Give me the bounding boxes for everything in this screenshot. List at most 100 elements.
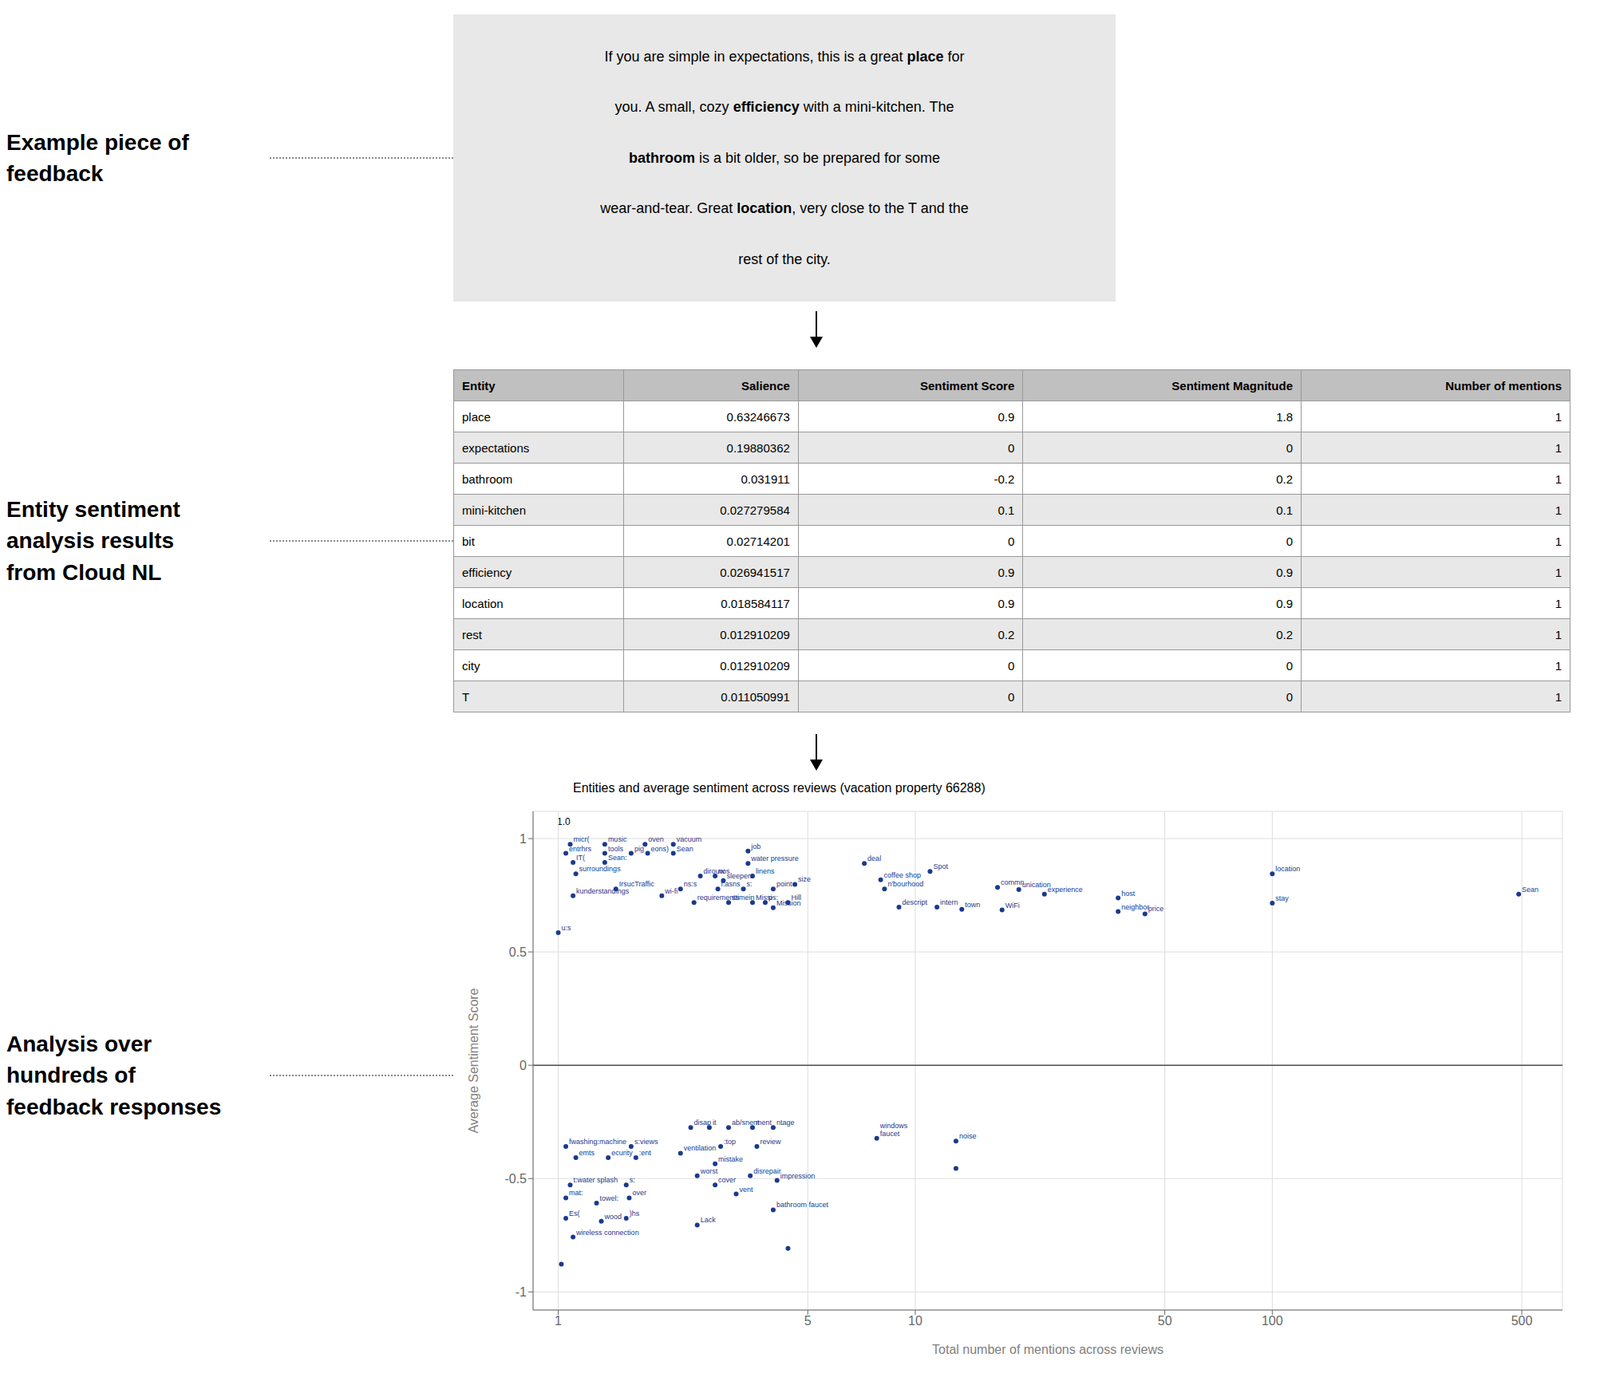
svg-text:wi-fi: wi-fi (663, 887, 678, 896)
svg-text:500: 500 (1511, 1314, 1533, 1328)
svg-text:experience: experience (1047, 885, 1083, 894)
svg-text:music: music (608, 835, 628, 844)
svg-text:Total number of mentions acros: Total number of mentions across reviews (932, 1343, 1164, 1357)
svg-text:fwashing:machine: fwashing:machine (568, 1137, 627, 1146)
svg-text:wireless connection: wireless connection (575, 1228, 640, 1237)
svg-text:s:: s: (746, 880, 753, 889)
svg-text:worst: worst (699, 1167, 719, 1176)
html-text:Example piece of feedback: Example piece of feedback (6, 129, 189, 186)
html-text:If you are simple in expectati: If you are simple in expectations, this … (604, 48, 965, 65)
svg-text:Spot: Spot (932, 862, 949, 871)
svg-text:Sean: Sean (1521, 885, 1539, 894)
svg-text:commn: commn (1000, 878, 1025, 887)
svg-text:descript: descript (901, 898, 928, 907)
svg-text:impression: impression (780, 1172, 816, 1181)
html-text:wear-and-tear. Great location,: wear-and-tear. Great location, very clos… (600, 200, 969, 217)
svg-text:emts: emts (579, 1149, 596, 1158)
svg-text:ntage: ntage (776, 1118, 795, 1127)
html-text:you. A small, cozy efficiency: you. A small, cozy efficiency with a min… (614, 98, 954, 115)
html-text:Number of mentions: Number of mentions (1445, 378, 1562, 393)
html-text:Sentiment Magnitude: Sentiment Magnitude (1171, 378, 1293, 393)
svg-text:100: 100 (1261, 1314, 1284, 1328)
svg-text:ns:s: ns:s (683, 880, 698, 889)
svg-text:ecurity: ecurity (611, 1149, 633, 1158)
html-text:Entity sentiment analysis resu: Entity sentiment analysis results from C… (6, 497, 181, 585)
svg-text:mat:: mat: (568, 1189, 584, 1198)
svg-text:job: job (750, 842, 761, 851)
svg-text:location: location (1275, 865, 1300, 874)
svg-text:pig: pig (634, 845, 644, 854)
svg-text:10: 10 (908, 1314, 923, 1328)
svg-text:over: over (632, 1189, 647, 1198)
svg-text:host: host (1121, 889, 1136, 898)
svg-text:size: size (798, 875, 811, 884)
html-text:Analysis over hundreds of feed: Analysis over hundreds of feedback respo… (6, 1031, 222, 1120)
html-text:rest of the city.: rest of the city. (738, 250, 831, 267)
html-text:Sentiment Score: Sentiment Score (920, 378, 1015, 393)
svg-text:it: it (712, 1118, 717, 1127)
svg-text:stimein: stimein (731, 893, 755, 902)
svg-text:Average Sentiment Score: Average Sentiment Score (466, 987, 481, 1134)
svg-text:f:asns: f:asns (721, 880, 742, 889)
svg-text:Lack: Lack (700, 1216, 717, 1225)
svg-text:surroundings: surroundings (579, 865, 622, 874)
svg-text:linens: linens (755, 867, 775, 876)
svg-text:u:s: u:s (561, 924, 573, 933)
svg-text:unication: unication (1022, 880, 1051, 889)
svg-text:neighbor: neighbor (1121, 903, 1150, 912)
svg-text:5: 5 (804, 1314, 812, 1328)
svg-text::ent: :ent (639, 1149, 652, 1158)
svg-text:towel:: towel: (600, 1194, 620, 1203)
svg-text:s:: s: (629, 1176, 636, 1185)
html-text:bathroom is a bit older, so be: bathroom is a bit older, so be prepared … (628, 149, 941, 166)
svg-text:IT(: IT( (576, 853, 585, 862)
svg-text:s:views: s:views (634, 1137, 659, 1146)
svg-text:ventilation: ventilation (683, 1144, 717, 1153)
html-text:place: place (462, 409, 491, 424)
svg-text:ment: ment (755, 1118, 773, 1127)
svg-text:Es(: Es( (568, 1209, 581, 1218)
svg-text:-1: -1 (515, 1285, 527, 1300)
svg-text:Sean:: Sean: (608, 853, 628, 862)
svg-text:sleepers: sleepers (726, 872, 755, 881)
svg-text:disrepair: disrepair (753, 1167, 782, 1176)
svg-text:50: 50 (1157, 1314, 1173, 1328)
svg-text:mistake: mistake (718, 1155, 743, 1164)
svg-text:water pressure: water pressure (750, 854, 799, 863)
svg-text:bathroom faucet: bathroom faucet (776, 1200, 830, 1209)
svg-text:)hs: )hs (629, 1209, 640, 1218)
svg-text:1: 1 (519, 832, 527, 846)
svg-text:cover: cover (718, 1176, 736, 1185)
svg-text:coffee shop: coffee shop (884, 871, 921, 880)
svg-text:windowsfaucet: windowsfaucet (879, 1121, 909, 1138)
svg-text:oven: oven (647, 835, 664, 844)
svg-text:vacuum: vacuum (676, 835, 703, 844)
svg-text:entrhrs: entrhrs (568, 845, 593, 854)
svg-text:Mission: Mission (776, 899, 802, 908)
svg-text:t:water splash: t:water splash (573, 1176, 619, 1185)
svg-text:Sean: Sean (676, 845, 694, 854)
svg-text:eons): eons) (651, 845, 670, 854)
svg-text::top: :top (723, 1137, 736, 1146)
svg-text:vent: vent (739, 1185, 755, 1194)
svg-text:noise: noise (959, 1132, 977, 1141)
svg-text:wood: wood (604, 1212, 623, 1221)
svg-text:price: price (1148, 904, 1165, 913)
svg-text:point: point (776, 880, 793, 889)
svg-text:WiFi: WiFi (1005, 901, 1020, 910)
svg-text:review: review (759, 1137, 782, 1146)
svg-text:stay: stay (1275, 894, 1289, 903)
svg-text:0: 0 (519, 1058, 527, 1073)
svg-text:micr(: micr( (573, 835, 590, 844)
html-text:Salience: Salience (741, 378, 790, 393)
svg-text:-0.5: -0.5 (504, 1172, 527, 1186)
svg-text:town: town (964, 900, 980, 909)
svg-text:1: 1 (554, 1314, 562, 1328)
svg-text:0.5: 0.5 (509, 945, 527, 960)
svg-text:deal: deal (867, 854, 881, 863)
svg-text:n'bourhood: n'bourhood (887, 880, 924, 889)
svg-text:kunderstandings: kunderstandings (576, 887, 630, 896)
html-text:Entity: Entity (462, 378, 496, 393)
svg-text:tools: tools (608, 845, 625, 854)
svg-text:intern: intern (940, 898, 959, 907)
